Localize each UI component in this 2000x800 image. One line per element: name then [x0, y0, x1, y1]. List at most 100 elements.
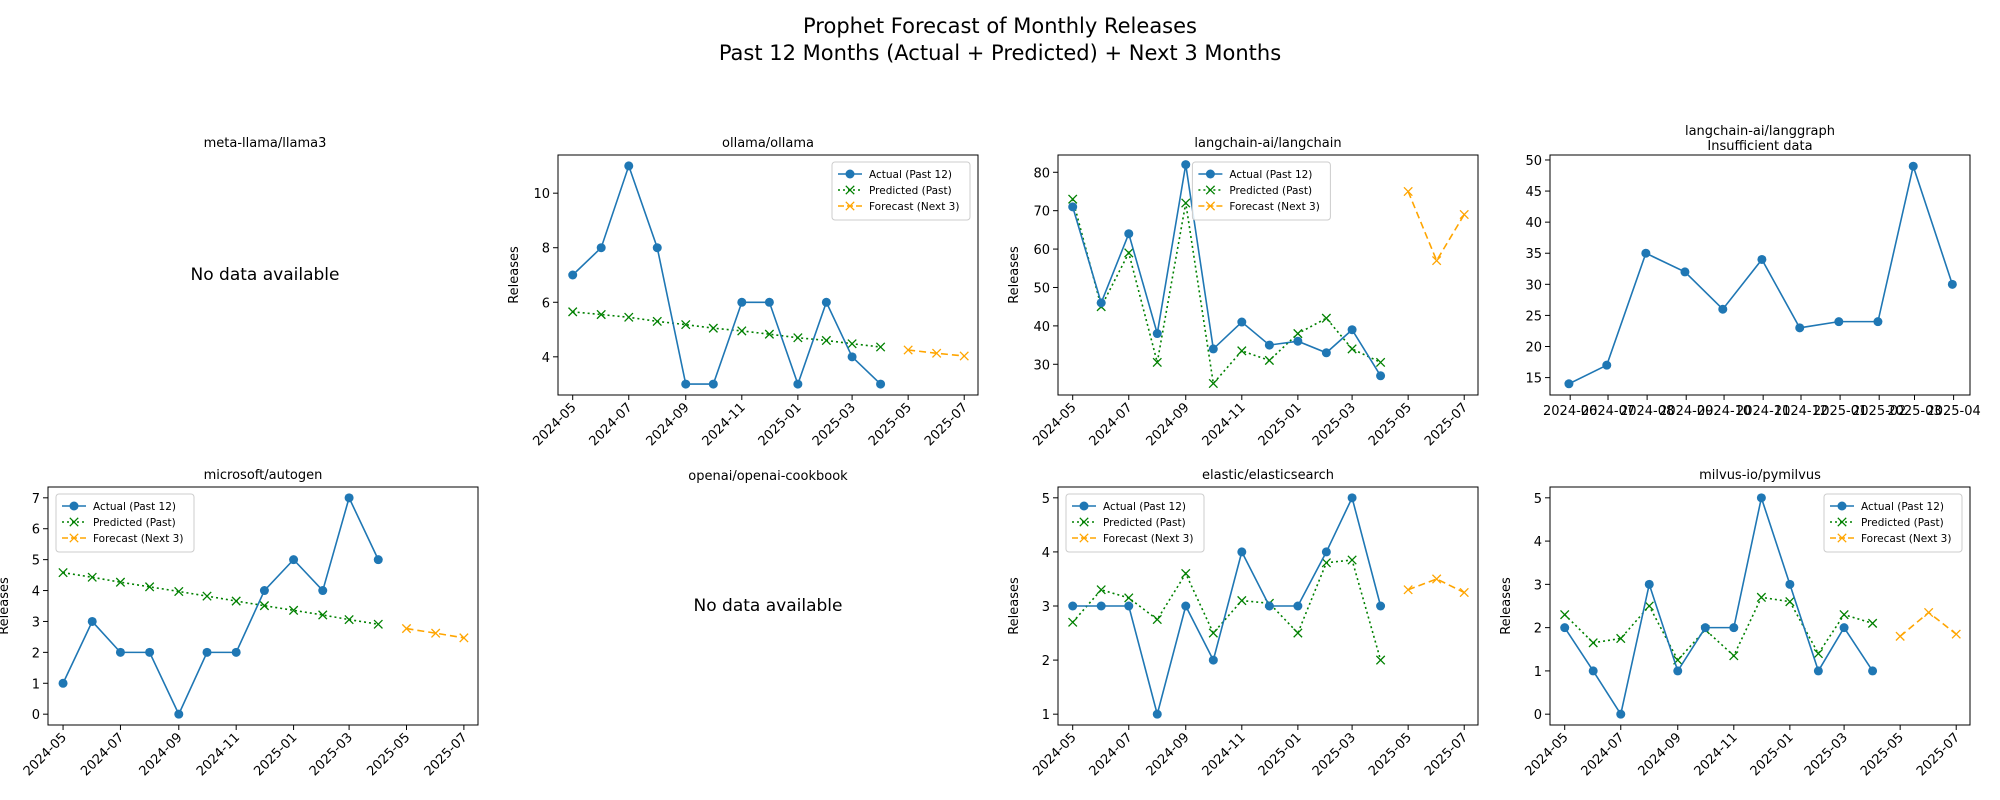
- x-tick-label: 2025-07: [922, 400, 971, 449]
- y-tick-label: 1: [1534, 665, 1542, 680]
- forecast-series-line: [1407, 191, 1465, 263]
- legend-predicted-marker: [845, 185, 855, 195]
- x-tick-label: 2024-10: [1697, 404, 1751, 419]
- forecast-point-1: [1923, 607, 1934, 618]
- y-tick-label: 15: [1525, 372, 1542, 387]
- actual-point-10: [1347, 493, 1357, 503]
- legend-forecast-label: Forecast (Next 3): [869, 201, 959, 213]
- legend-forecast-marker: [845, 201, 855, 211]
- figure-title-line1: Prophet Forecast of Monthly Releases: [803, 14, 1197, 38]
- predicted-point-1: [1096, 585, 1106, 595]
- actual-point-7: [1756, 493, 1766, 503]
- y-tick-label: 60: [1033, 243, 1050, 258]
- y-tick-label: 35: [1525, 247, 1542, 262]
- predicted-point-3: [652, 316, 662, 327]
- forecast-point-1: [931, 348, 942, 358]
- subplot-title: langchain-ai/langchain: [1194, 136, 1341, 151]
- actual-point-6: [1237, 547, 1247, 557]
- y-tick-label: 30: [1033, 358, 1050, 373]
- x-tick-label: 2024-09: [1144, 400, 1193, 449]
- actual-point-1: [1096, 601, 1106, 611]
- actual-point-3: [1152, 329, 1162, 339]
- legend-predicted-marker: [1205, 185, 1216, 195]
- actual-point-5: [1208, 655, 1218, 665]
- x-tick-label: 2025-03: [1802, 730, 1851, 779]
- predicted-point-11: [1375, 655, 1386, 665]
- x-tick-label: 2025-01: [1813, 404, 1867, 419]
- y-tick-label: 2: [1042, 654, 1050, 669]
- predicted-point-2: [1124, 248, 1134, 258]
- axes-frame: [1057, 154, 1479, 396]
- actual-point-10: [344, 493, 354, 503]
- y-axis-label: Releases: [0, 577, 12, 635]
- actual-point-0: [1560, 623, 1570, 633]
- y-tick-label: 4: [542, 351, 550, 366]
- forecast-point-1: [1431, 255, 1442, 266]
- x-tick-label: 2024-05: [21, 730, 70, 779]
- y-tick-label: 40: [1033, 320, 1050, 335]
- legend-forecast-marker: [1079, 533, 1089, 543]
- actual-point-9: [1813, 666, 1823, 676]
- y-tick-label: 80: [1033, 166, 1050, 181]
- actual-point-1: [1602, 360, 1612, 370]
- x-tick-label: 2025-04: [1926, 404, 1980, 419]
- predicted-point-4: [681, 319, 691, 330]
- actual-point-11: [876, 379, 886, 389]
- x-tick-label: 2024-09: [137, 730, 186, 779]
- actual-point-8: [1873, 317, 1883, 327]
- predicted-point-2: [1616, 633, 1626, 644]
- x-tick-label: 2024-09: [1144, 730, 1193, 779]
- actual-point-2: [1641, 248, 1651, 258]
- forecast-point-0: [1403, 585, 1413, 595]
- forecast-point-0: [401, 623, 412, 634]
- y-tick-label: 1: [32, 677, 40, 692]
- predicted-point-6: [231, 596, 241, 606]
- actual-point-8: [1293, 336, 1303, 346]
- predicted-series-line: [572, 311, 881, 348]
- x-tick-label: 2024-05: [1523, 730, 1572, 779]
- y-tick-label: 50: [1525, 154, 1542, 169]
- actual-point-11: [1376, 601, 1386, 611]
- actual-point-6: [1795, 323, 1805, 333]
- legend-predicted-label: Predicted (Past): [1229, 185, 1312, 197]
- x-tick-label: 2024-07: [587, 400, 636, 449]
- legend-predicted-label: Predicted (Past): [93, 517, 176, 529]
- actual-point-1: [87, 616, 97, 626]
- x-tick-label: 2024-07: [78, 730, 127, 779]
- predicted-point-7: [1264, 355, 1275, 366]
- legend-box: [831, 161, 971, 221]
- predicted-point-8: [1293, 628, 1303, 638]
- predicted-point-9: [318, 610, 328, 620]
- y-tick-label: 3: [1042, 600, 1050, 615]
- legend-forecast-label: Forecast (Next 3): [1861, 533, 1951, 545]
- actual-point-4: [1181, 160, 1191, 170]
- predicted-point-7: [764, 329, 775, 339]
- actual-series-line: [1564, 494, 1874, 717]
- predicted-point-7: [1756, 592, 1767, 603]
- x-tick-label: 2025-03: [1310, 400, 1359, 449]
- x-tick-label: 2025-07: [422, 730, 471, 779]
- y-tick-label: 4: [1042, 546, 1050, 561]
- predicted-point-0: [1068, 194, 1078, 204]
- actual-point-5: [202, 647, 212, 657]
- y-axis-label: Releases: [1007, 246, 1022, 304]
- y-tick-label: 5: [1534, 492, 1542, 507]
- axes-frame: [1549, 154, 1971, 396]
- predicted-point-1: [596, 309, 606, 320]
- predicted-point-6: [1237, 595, 1247, 606]
- y-tick-label: 30: [1525, 278, 1542, 293]
- predicted-point-10: [847, 339, 857, 349]
- legend-actual-marker: [1837, 501, 1847, 511]
- legend: Actual (Past 12) Predicted (Past) Forecast…: [1191, 161, 1331, 221]
- x-tick-label: 2025-02: [1852, 404, 1906, 419]
- predicted-point-10: [1347, 555, 1357, 565]
- x-tick-label: 2024-11: [700, 400, 749, 449]
- predicted-point-2: [1124, 593, 1134, 603]
- actual-point-7: [1834, 317, 1844, 327]
- actual-point-0: [568, 270, 578, 280]
- y-tick-label: 70: [1033, 205, 1050, 220]
- actual-point-2: [624, 161, 634, 171]
- predicted-series-line: [1564, 596, 1873, 662]
